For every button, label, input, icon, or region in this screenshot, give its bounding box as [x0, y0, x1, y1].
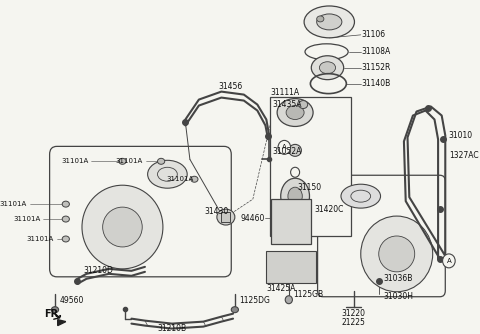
Text: 31150: 31150 — [297, 183, 321, 192]
Ellipse shape — [341, 184, 381, 208]
Text: 1327AC: 1327AC — [449, 151, 479, 160]
Text: 31220: 31220 — [342, 309, 366, 318]
Text: 31101A: 31101A — [27, 236, 54, 242]
Ellipse shape — [312, 56, 344, 80]
Ellipse shape — [289, 144, 301, 156]
Ellipse shape — [317, 14, 342, 30]
Text: 94460: 94460 — [240, 213, 264, 222]
Text: 21225: 21225 — [342, 318, 365, 327]
Text: 31140B: 31140B — [361, 79, 391, 88]
Polygon shape — [58, 320, 66, 326]
Ellipse shape — [299, 101, 308, 109]
Ellipse shape — [361, 216, 432, 292]
Text: 31101A: 31101A — [0, 201, 27, 207]
Ellipse shape — [317, 16, 324, 22]
FancyBboxPatch shape — [318, 175, 445, 297]
Ellipse shape — [191, 176, 198, 182]
Ellipse shape — [148, 160, 187, 188]
Ellipse shape — [304, 6, 354, 38]
Bar — [271, 199, 312, 244]
Ellipse shape — [103, 207, 142, 247]
Text: 31030H: 31030H — [383, 292, 413, 301]
Text: 31101A: 31101A — [13, 216, 41, 222]
Text: 31430: 31430 — [204, 207, 228, 216]
Ellipse shape — [279, 206, 312, 234]
Text: 31435A: 31435A — [273, 100, 302, 109]
FancyBboxPatch shape — [49, 146, 231, 277]
Bar — [270, 97, 351, 236]
Text: 31420C: 31420C — [314, 205, 343, 214]
Text: 31456: 31456 — [219, 82, 243, 91]
Ellipse shape — [231, 307, 239, 313]
Text: 31101A: 31101A — [116, 158, 143, 164]
Text: 31052A: 31052A — [273, 147, 302, 156]
Text: 31101A: 31101A — [166, 176, 193, 182]
Ellipse shape — [157, 158, 165, 164]
Text: 31111A: 31111A — [270, 88, 299, 97]
Text: 31108A: 31108A — [361, 47, 391, 56]
Text: 31425A: 31425A — [266, 284, 296, 293]
Text: 31152R: 31152R — [361, 63, 391, 72]
Text: FR.: FR. — [44, 309, 62, 319]
Text: 31210B: 31210B — [157, 324, 186, 333]
Ellipse shape — [285, 296, 292, 304]
Ellipse shape — [62, 236, 70, 242]
Ellipse shape — [288, 187, 302, 205]
Text: A: A — [282, 144, 287, 150]
Ellipse shape — [379, 236, 415, 272]
Text: 1125DG: 1125DG — [240, 296, 270, 305]
Text: 31036B: 31036B — [383, 274, 413, 283]
Text: 49560: 49560 — [60, 296, 84, 305]
Ellipse shape — [119, 158, 126, 164]
Ellipse shape — [62, 201, 70, 207]
Ellipse shape — [62, 216, 70, 222]
Text: A: A — [446, 258, 451, 264]
Ellipse shape — [281, 178, 310, 214]
Text: 31210D: 31210D — [84, 266, 114, 275]
Bar — [266, 251, 316, 283]
Ellipse shape — [82, 185, 163, 269]
Ellipse shape — [51, 307, 59, 313]
Ellipse shape — [286, 106, 304, 120]
Text: 31106: 31106 — [361, 30, 386, 39]
Text: 1125GB: 1125GB — [293, 290, 324, 299]
Text: 31010: 31010 — [449, 131, 473, 140]
Ellipse shape — [443, 254, 455, 268]
Ellipse shape — [217, 209, 235, 225]
Ellipse shape — [278, 140, 290, 154]
Text: 31101A: 31101A — [61, 158, 88, 164]
Ellipse shape — [319, 62, 336, 74]
Bar — [221, 212, 230, 222]
Ellipse shape — [277, 99, 313, 127]
